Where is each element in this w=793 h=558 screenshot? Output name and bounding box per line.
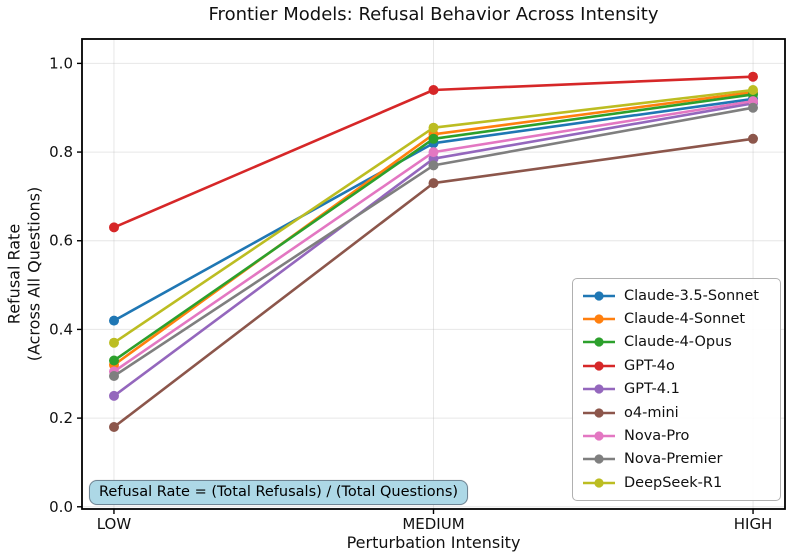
- data-point-claude-4-opus: [428, 133, 439, 144]
- legend-item-gpt-4.1: GPT-4.1: [582, 378, 772, 401]
- legend-label: GPT-4o: [624, 357, 675, 374]
- data-point-o4-mini: [428, 178, 439, 189]
- x-axis-label: Perturbation Intensity: [346, 533, 521, 552]
- data-point-claude-3.5-sonnet: [109, 315, 119, 326]
- y-tick-label: 1.0: [49, 54, 73, 72]
- legend-line-marker-icon: [583, 361, 615, 371]
- legend-line-marker-icon: [583, 337, 615, 348]
- data-point-claude-4-opus: [109, 355, 119, 366]
- legend-label: Nova-Premier: [624, 451, 723, 468]
- legend-item-claude-4-opus: Claude-4-Opus: [582, 331, 772, 354]
- legend-line-marker-icon: [583, 314, 615, 324]
- x-tick-label: MEDIUM: [402, 515, 464, 533]
- x-tick-label: LOW: [97, 515, 132, 533]
- legend-label: Claude-4-Opus: [624, 334, 732, 351]
- legend-line-marker-icon: [583, 431, 615, 441]
- data-point-deepseek-r1: [748, 85, 758, 95]
- legend-label: GPT-4.1: [624, 381, 680, 398]
- legend-item-claude-3.5-sonnet: Claude-3.5-Sonnet: [582, 284, 772, 307]
- legend-item-o4-mini: o4-mini: [582, 401, 772, 424]
- data-point-deepseek-r1: [109, 337, 119, 348]
- y-tick-label: 0.2: [49, 409, 73, 427]
- data-point-nova-premier: [748, 102, 758, 113]
- legend-line-marker-icon: [583, 478, 615, 488]
- legend: Claude-3.5-Sonnet Claude-4-Sonnet Claude-4…: [572, 278, 781, 501]
- chart-title: Frontier Models: Refusal Behavior Across…: [208, 4, 659, 25]
- legend-line-marker-icon: [583, 454, 615, 465]
- data-point-nova-premier: [109, 371, 119, 381]
- legend-label: DeepSeek-R1: [624, 474, 723, 491]
- legend-item-nova-premier: Nova-Premier: [582, 448, 772, 471]
- legend-line-marker-icon: [583, 408, 615, 418]
- legend-line-marker-icon: [583, 291, 615, 301]
- data-point-nova-pro: [428, 147, 439, 158]
- legend-line-marker-icon: [583, 384, 615, 394]
- y-tick-label: 0.8: [49, 143, 73, 161]
- legend-label: Claude-4-Sonnet: [624, 311, 746, 328]
- data-point-gpt-4o: [109, 222, 119, 233]
- data-point-deepseek-r1: [428, 122, 439, 133]
- legend-item-gpt-4o: GPT-4o: [582, 354, 772, 377]
- legend-item-deepseek-r1: DeepSeek-R1: [582, 471, 772, 494]
- y-tick-label: 0.0: [49, 498, 73, 516]
- data-point-o4-mini: [109, 422, 119, 432]
- y-tick-label: 0.6: [49, 232, 73, 250]
- legend-item-nova-pro: Nova-Pro: [582, 424, 772, 447]
- y-tick-label: 0.4: [49, 320, 73, 338]
- data-point-nova-premier: [428, 160, 439, 171]
- annotation-box: Refusal Rate = (Total Refusals) / (Total…: [89, 480, 469, 505]
- y-axis-label: Refusal Rate (Across All Questions): [4, 186, 43, 362]
- legend-label: Nova-Pro: [624, 428, 690, 445]
- legend-item-claude-4-sonnet: Claude-4-Sonnet: [582, 307, 772, 330]
- data-point-gpt-4o: [748, 71, 758, 82]
- data-point-o4-mini: [748, 133, 758, 144]
- legend-label: Claude-3.5-Sonnet: [624, 287, 759, 304]
- legend-label: o4-mini: [624, 404, 679, 421]
- data-point-gpt-4.1: [109, 390, 119, 401]
- data-point-gpt-4o: [428, 85, 439, 95]
- x-tick-label: HIGH: [734, 515, 773, 533]
